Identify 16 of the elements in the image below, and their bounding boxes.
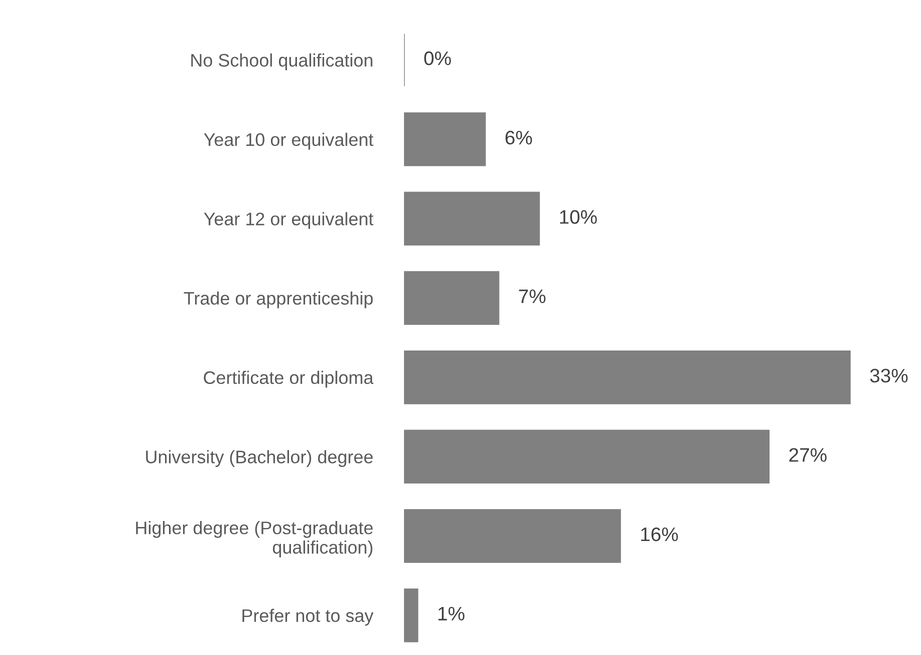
data-label: 16%: [641, 527, 678, 542]
y-tick-label: University (Bachelor) degree: [146, 450, 373, 467]
data-label: 10%: [560, 210, 597, 224]
data-label: 6%: [506, 130, 532, 145]
y-tick-label: Trade or apprenticeship: [184, 291, 373, 308]
data-label: 7%: [519, 290, 546, 304]
y-tick-label: Higher degree (Post-graduate qualification): [136, 521, 373, 558]
y-tick-label: Year 10 or equivalent: [204, 132, 374, 150]
data-label: 33%: [870, 368, 908, 383]
data-label: 0%: [424, 51, 451, 66]
y-tick-label: No School qualification: [191, 53, 372, 70]
y-tick-label: Certificate or diploma: [204, 370, 374, 388]
y-tick-label: Prefer not to say: [242, 608, 374, 626]
data-label: 1%: [438, 606, 464, 620]
y-tick-label: Year 12 or equivalent: [204, 212, 374, 229]
data-label: 27%: [789, 448, 827, 462]
